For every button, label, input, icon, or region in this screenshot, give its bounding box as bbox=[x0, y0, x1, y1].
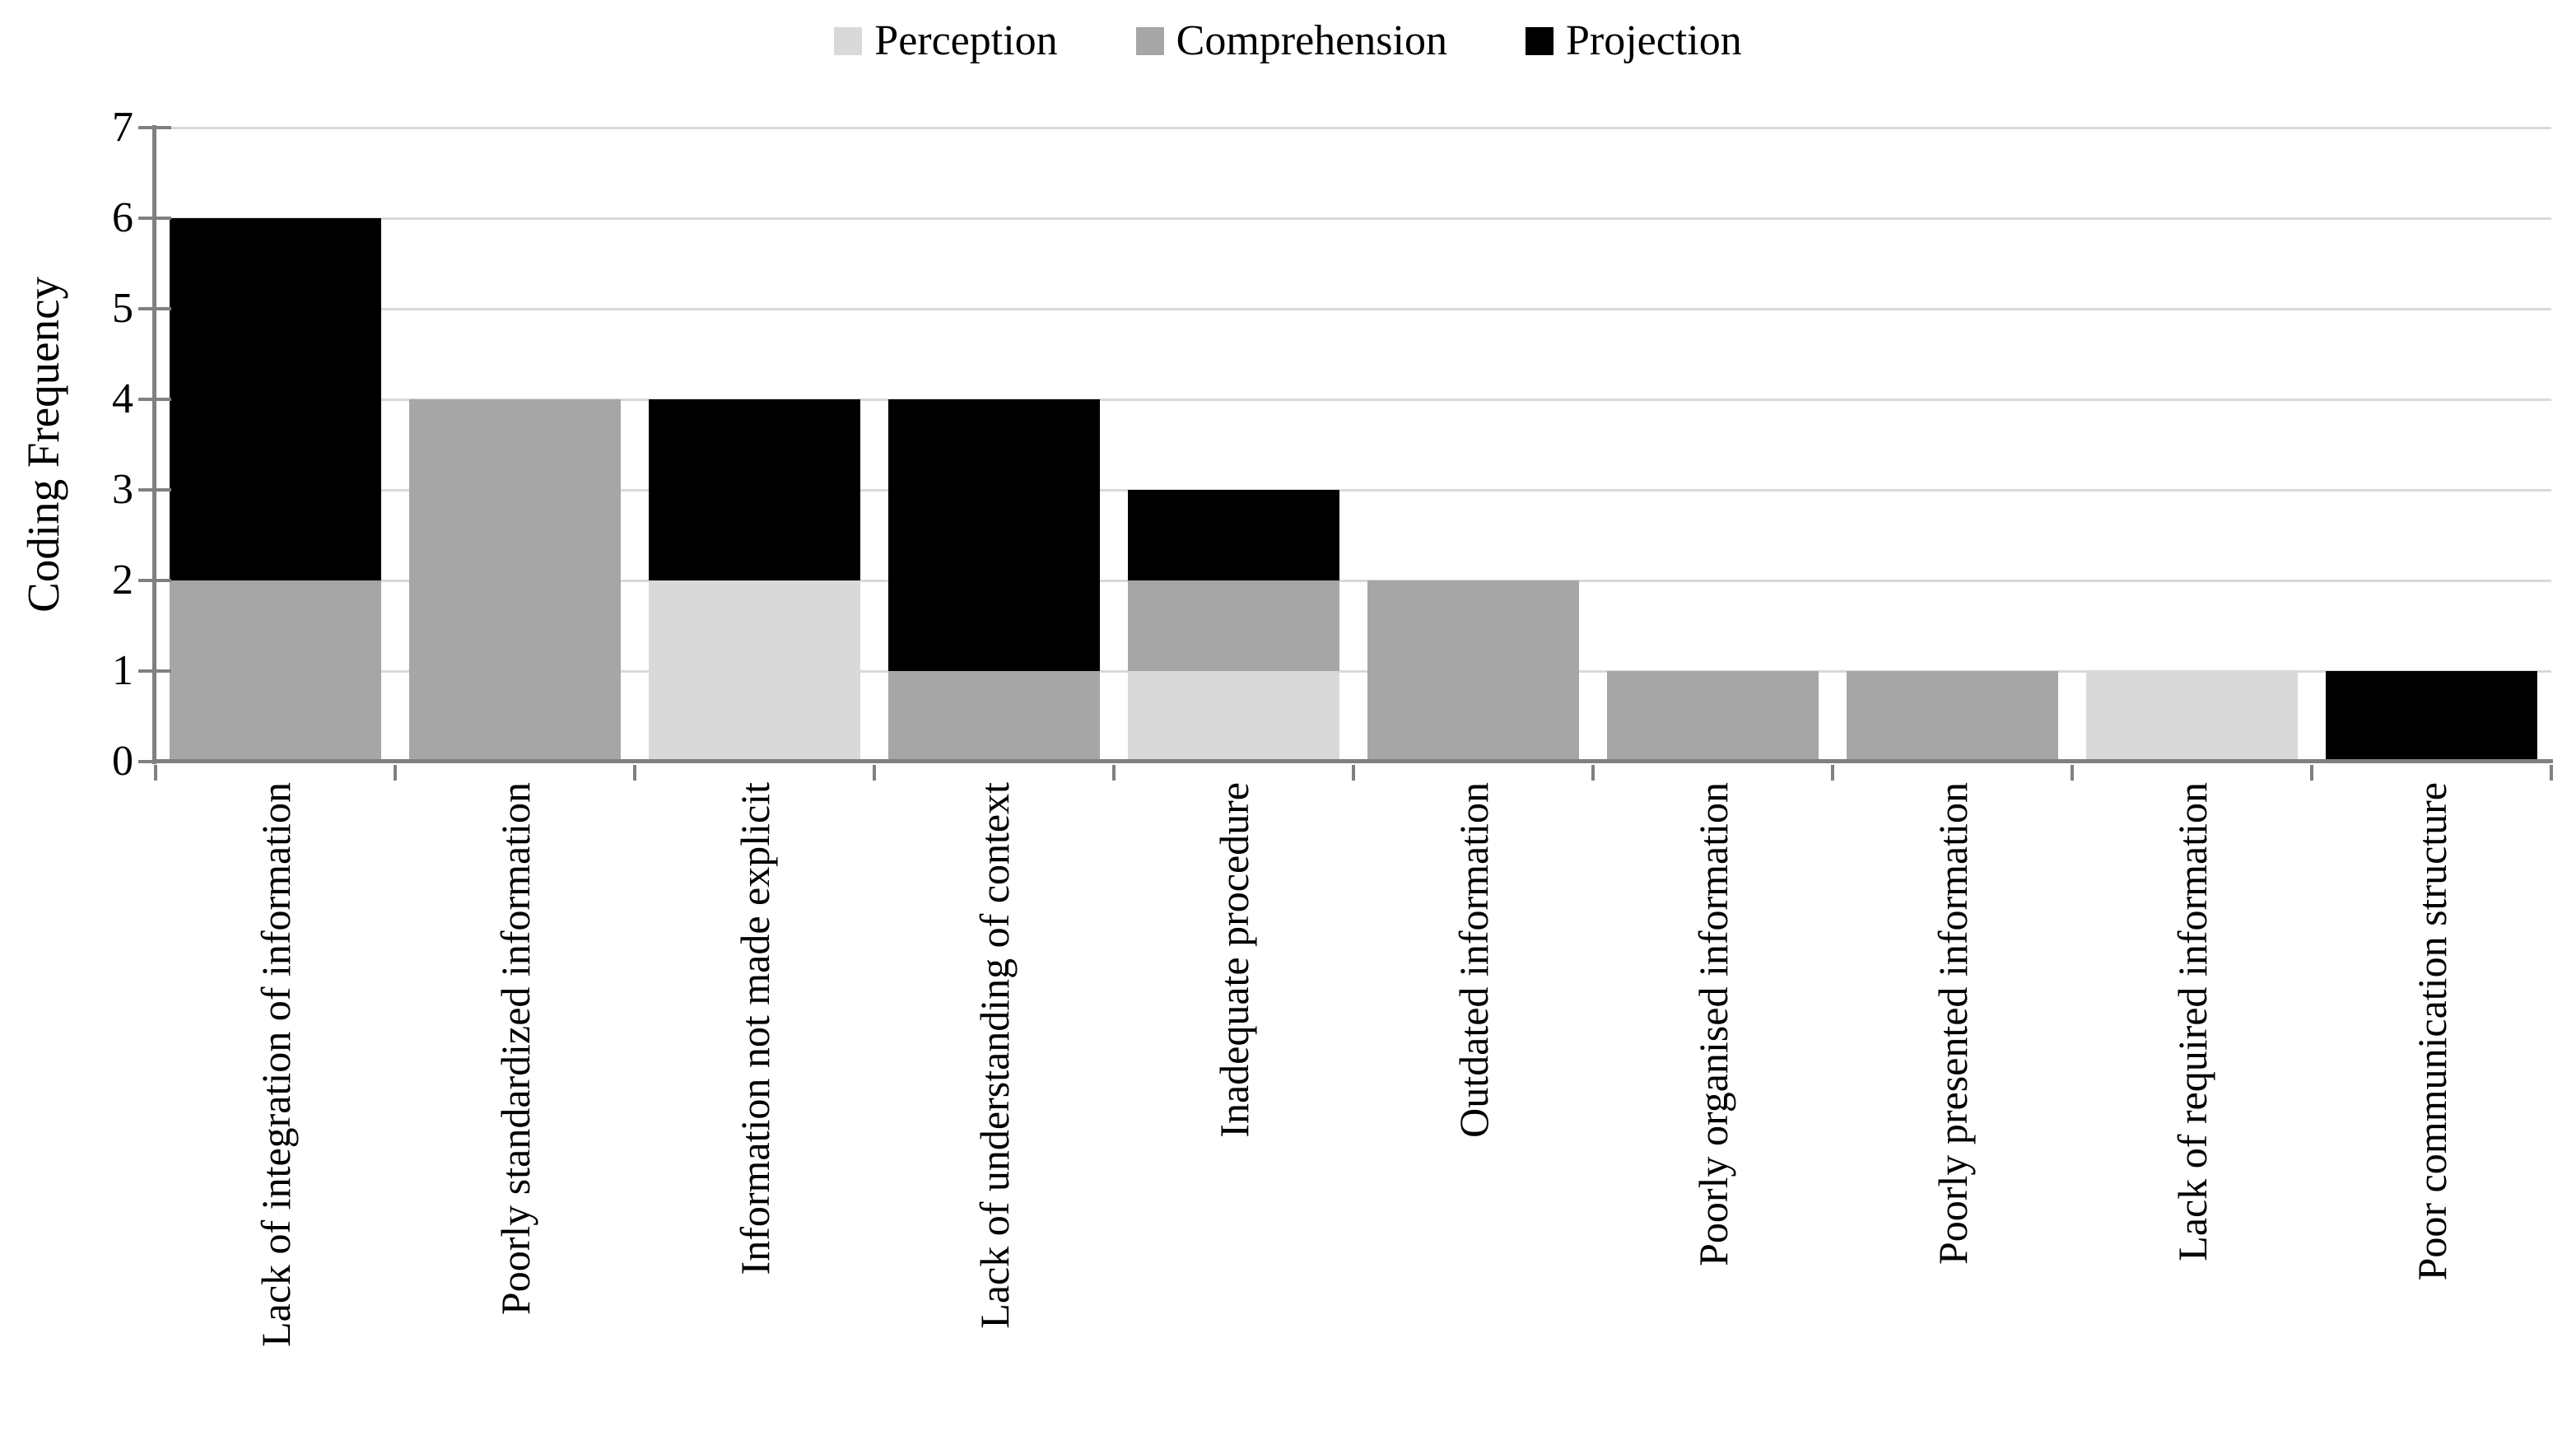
y-tick-label-3: 3 bbox=[112, 466, 133, 513]
legend-swatch-icon bbox=[1135, 27, 1164, 55]
x-category-label-text: Lack of integration of information bbox=[252, 782, 299, 1347]
x-category-label-text: Lack of understanding of context bbox=[971, 782, 1018, 1329]
bar-segment-perception bbox=[1128, 671, 1339, 762]
bar-segment-projection bbox=[649, 399, 860, 580]
x-category-label: Inadequate procedure bbox=[1114, 782, 1353, 1423]
x-tick-7 bbox=[1831, 765, 1834, 781]
x-category-label: Poorly presented information bbox=[1833, 782, 2072, 1423]
y-tick-0 bbox=[138, 760, 171, 763]
y-tick-label-0: 0 bbox=[112, 738, 133, 785]
legend-label: Projection bbox=[1565, 17, 1742, 64]
y-tick-6 bbox=[138, 217, 171, 220]
bar-segment-comprehension bbox=[409, 399, 621, 762]
legend-item-projection: Projection bbox=[1525, 16, 1742, 66]
y-tick-3 bbox=[138, 488, 171, 492]
x-category-label-text: Poorly standardized information bbox=[491, 782, 538, 1316]
legend-swatch-icon bbox=[1525, 27, 1554, 55]
gridline-3 bbox=[156, 489, 2551, 492]
x-category-label-text: Lack of required information bbox=[2168, 782, 2215, 1261]
x-category-label-text: Inadequate procedure bbox=[1210, 782, 1257, 1138]
bar-segment-comprehension bbox=[1367, 580, 1579, 762]
y-tick-label-4: 4 bbox=[112, 375, 133, 422]
y-tick-7 bbox=[138, 126, 171, 129]
x-category-label: Poorly organised information bbox=[1593, 782, 1833, 1423]
x-tick-10 bbox=[2550, 765, 2553, 781]
y-tick-label-1: 1 bbox=[112, 647, 133, 694]
y-tick-2 bbox=[138, 579, 171, 582]
x-category-label-text: Poorly organised information bbox=[1689, 782, 1736, 1266]
y-tick-5 bbox=[138, 307, 171, 310]
x-category-label-text: Poor communication structure bbox=[2408, 782, 2455, 1281]
x-tick-2 bbox=[633, 765, 636, 781]
gridline-1 bbox=[156, 670, 2551, 673]
gridline-5 bbox=[156, 308, 2551, 310]
x-tick-5 bbox=[1352, 765, 1355, 781]
gridline-2 bbox=[156, 580, 2551, 582]
bar-segment-comprehension bbox=[1847, 671, 2058, 762]
x-category-label: Lack of integration of information bbox=[156, 782, 395, 1423]
x-category-label: Poor communication structure bbox=[2312, 782, 2551, 1423]
y-axis-line bbox=[152, 125, 156, 764]
x-category-label-text: Poorly presented information bbox=[1929, 782, 1976, 1265]
x-tick-6 bbox=[1591, 765, 1595, 781]
x-axis-line bbox=[152, 759, 2553, 763]
x-tick-8 bbox=[2071, 765, 2074, 781]
bar-segment-projection bbox=[170, 218, 381, 580]
bar-segment-projection bbox=[2326, 671, 2537, 762]
x-category-label: Information not made explicit bbox=[635, 782, 874, 1423]
x-tick-4 bbox=[1112, 765, 1116, 781]
x-category-label-text: Information not made explicit bbox=[731, 782, 778, 1275]
bar-segment-perception bbox=[649, 580, 860, 762]
y-tick-label-7: 7 bbox=[112, 104, 133, 151]
x-category-label: Lack of understanding of context bbox=[874, 782, 1114, 1423]
legend-item-perception: Perception bbox=[834, 16, 1058, 66]
bar-segment-comprehension bbox=[170, 580, 381, 762]
y-tick-label-2: 2 bbox=[112, 557, 133, 604]
bar-segment-comprehension bbox=[1607, 671, 1819, 762]
legend-label: Comprehension bbox=[1176, 17, 1447, 64]
y-tick-label-5: 5 bbox=[112, 285, 133, 332]
x-category-label: Outdated information bbox=[1353, 782, 1593, 1423]
y-tick-1 bbox=[138, 669, 171, 673]
x-category-label: Poorly standardized information bbox=[395, 782, 635, 1423]
bar-segment-projection bbox=[1128, 490, 1339, 580]
x-category-label-text: Outdated information bbox=[1450, 782, 1497, 1138]
gridline-7 bbox=[156, 127, 2551, 129]
x-category-label: Lack of required information bbox=[2072, 782, 2312, 1423]
bar-segment-comprehension bbox=[1128, 580, 1339, 671]
x-tick-3 bbox=[873, 765, 876, 781]
bar-segment-projection bbox=[888, 399, 1100, 671]
plot-area bbox=[138, 125, 2553, 781]
gridline-6 bbox=[156, 217, 2551, 220]
bar-segment-perception bbox=[2086, 671, 2298, 762]
y-tick-4 bbox=[138, 398, 171, 401]
gridline-4 bbox=[156, 399, 2551, 401]
y-tick-label-6: 6 bbox=[112, 194, 133, 241]
legend-label: Perception bbox=[874, 17, 1058, 64]
bar-segment-comprehension bbox=[888, 671, 1100, 762]
x-tick-0 bbox=[154, 765, 157, 781]
legend-swatch-icon bbox=[834, 27, 863, 55]
x-tick-9 bbox=[2310, 765, 2313, 781]
chart-legend: Perception Comprehension Projection bbox=[0, 16, 2576, 66]
legend-item-comprehension: Comprehension bbox=[1135, 16, 1447, 66]
x-tick-1 bbox=[394, 765, 397, 781]
